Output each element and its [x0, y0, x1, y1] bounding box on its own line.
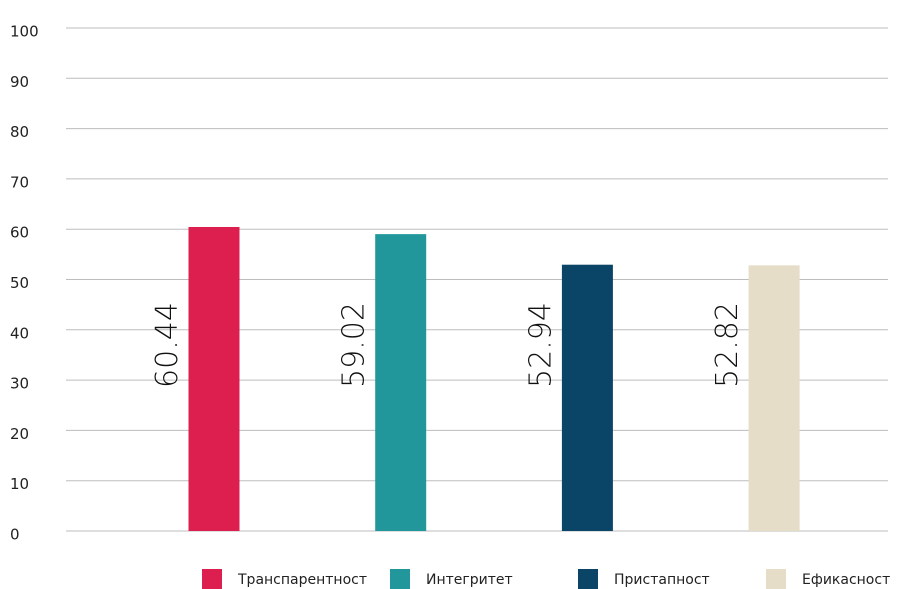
legend-label: Пристапност [614, 572, 710, 588]
value-label: 59.02 [337, 302, 372, 388]
legend-swatch [766, 569, 786, 589]
value-label: 60.44 [150, 302, 185, 388]
legend-swatch [578, 569, 598, 589]
y-tick-label: 20 [10, 425, 29, 443]
y-tick-label: 10 [10, 475, 29, 493]
legend-label: Интегритет [426, 572, 513, 588]
bar [188, 226, 240, 531]
y-tick-label: 50 [10, 274, 29, 292]
bar [748, 265, 800, 531]
legend-swatch [390, 569, 410, 589]
bar [375, 234, 427, 531]
y-tick-label: 90 [10, 73, 29, 91]
y-tick-label: 100 [10, 23, 39, 41]
y-tick-label: 70 [10, 173, 29, 191]
value-label: 52.82 [710, 302, 745, 388]
legend-swatch [202, 569, 222, 589]
legend-label: Транспарентност [237, 572, 367, 588]
y-tick-label: 0 [10, 526, 20, 544]
value-label: 52.94 [523, 302, 558, 388]
legend-label: Ефикасност [802, 572, 890, 588]
bar [561, 264, 613, 531]
y-tick-label: 40 [10, 324, 29, 342]
y-tick-label: 60 [10, 224, 29, 242]
y-tick-label: 30 [10, 375, 29, 393]
y-tick-label: 80 [10, 123, 29, 141]
